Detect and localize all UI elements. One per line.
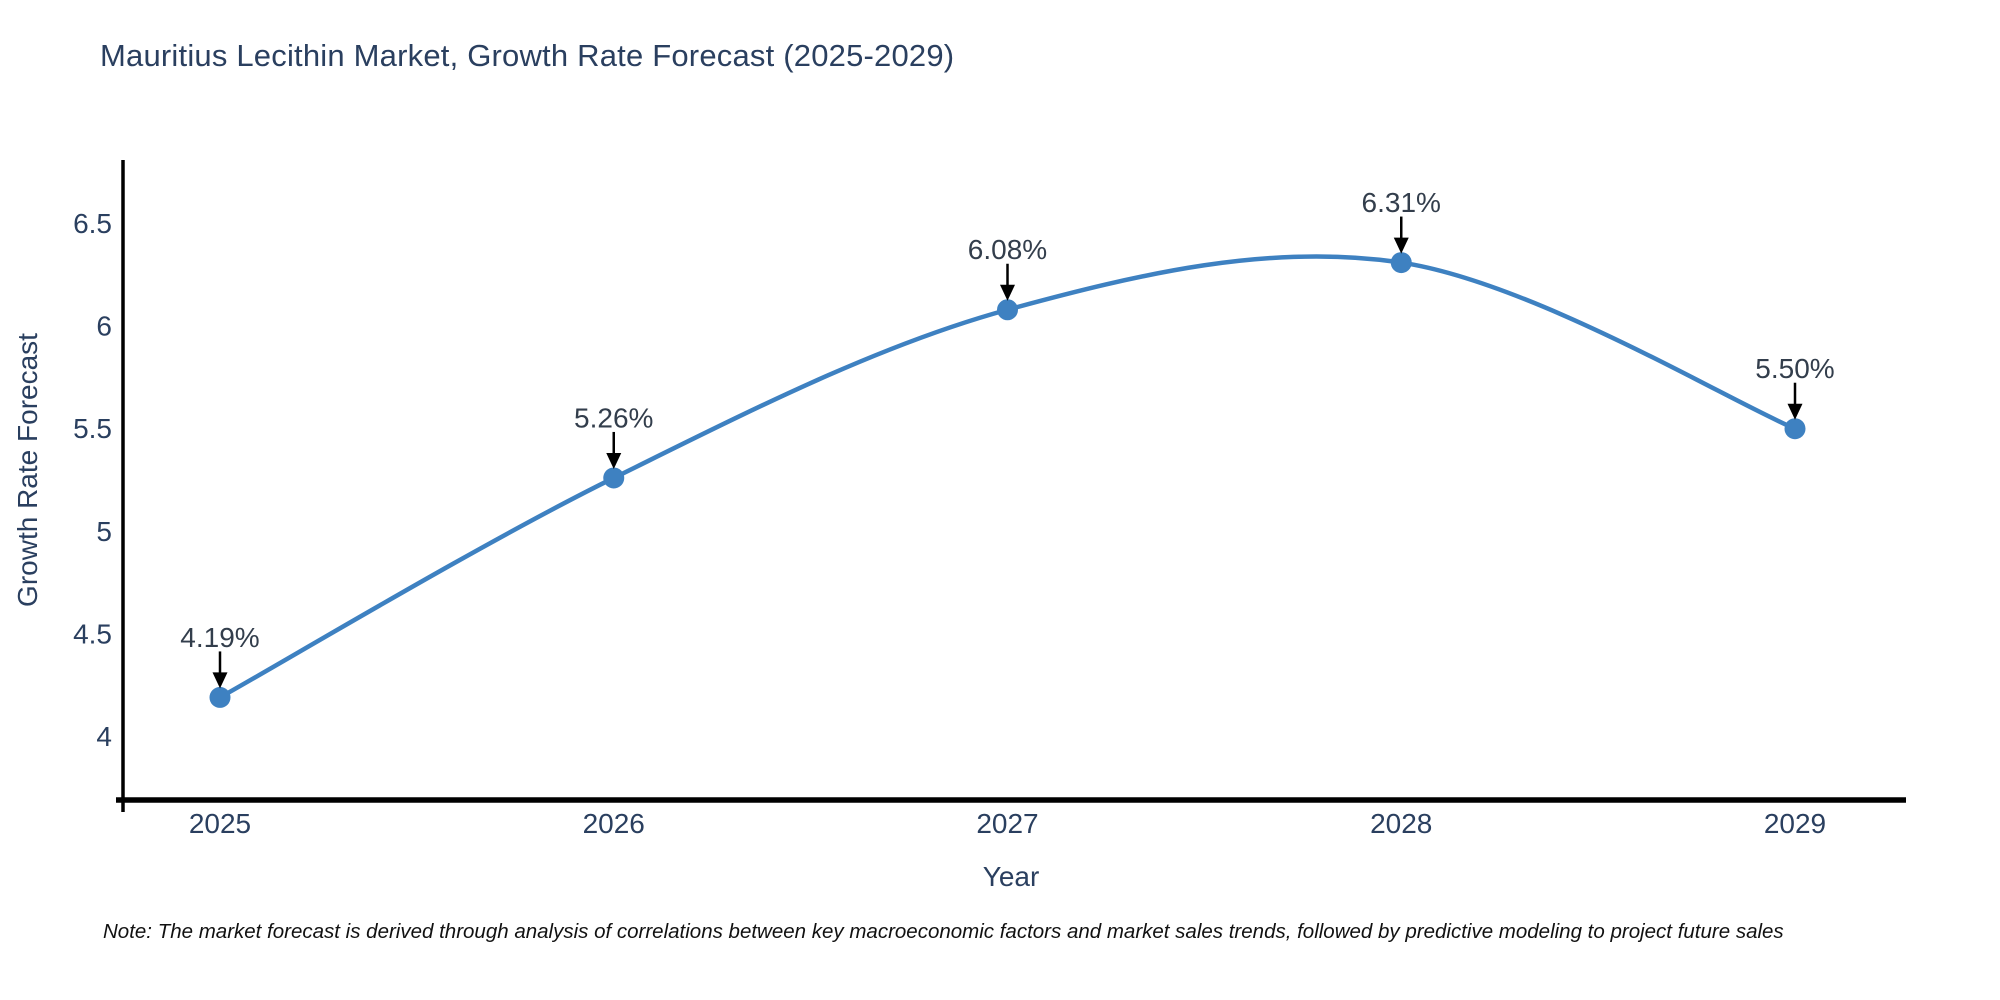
y-tick-label: 5.5 — [73, 413, 112, 444]
annotation-arrowhead — [1393, 237, 1409, 254]
annotation-label: 5.26% — [574, 402, 653, 433]
annotation-arrowhead — [1000, 284, 1015, 301]
y-tick-label: 6.5 — [73, 208, 112, 239]
x-tick-label: 2026 — [583, 808, 645, 839]
annotation-arrowhead — [1787, 403, 1803, 420]
y-tick-label: 4 — [96, 721, 112, 752]
annotation-arrowhead — [606, 452, 622, 469]
x-tick-label: 2027 — [976, 808, 1038, 839]
data-point-marker — [1784, 418, 1806, 440]
y-tick-label: 4.5 — [73, 618, 112, 649]
annotation-label: 4.19% — [180, 622, 259, 653]
annotation-label: 6.31% — [1362, 187, 1441, 218]
x-tick-label: 2029 — [1764, 808, 1826, 839]
data-point-marker — [1390, 252, 1412, 274]
chart-title: Mauritius Lecithin Market, Growth Rate F… — [100, 38, 955, 73]
y-tick-label: 6 — [96, 311, 112, 342]
forecast-line — [217, 254, 1798, 700]
x-axis-title: Year — [982, 861, 1040, 892]
annotation-label: 6.08% — [968, 234, 1047, 265]
data-point-marker — [997, 299, 1018, 321]
x-tick-label: 2025 — [189, 808, 251, 839]
data-point-marker — [209, 686, 231, 708]
footnote: Note: The market forecast is derived thr… — [103, 920, 1784, 943]
data-point-marker — [603, 467, 625, 489]
x-tick-label: 2028 — [1370, 808, 1432, 839]
annotation-arrowhead — [212, 672, 228, 689]
y-tick-label: 5 — [96, 516, 112, 547]
annotation-label: 5.50% — [1755, 353, 1834, 384]
